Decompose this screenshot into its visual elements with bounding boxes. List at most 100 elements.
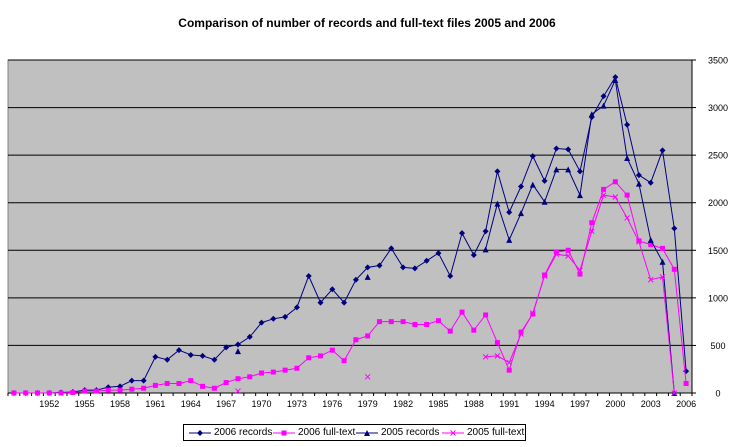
data-point (529, 181, 536, 188)
data-point (11, 390, 17, 396)
data-point (671, 266, 677, 272)
gridlines (8, 59, 692, 346)
data-point (600, 192, 607, 198)
data-point (482, 353, 489, 360)
y-tick-label: 2000 (708, 198, 728, 208)
data-point (459, 230, 466, 237)
x-tick-label: 1964 (181, 399, 201, 409)
data-point (223, 380, 229, 386)
series-2006-full-text (11, 179, 689, 396)
data-point (612, 194, 619, 200)
data-point (647, 276, 654, 283)
data-point (600, 93, 607, 100)
legend-label: 2005 full-text (467, 427, 525, 438)
triangle-marker-icon (356, 430, 378, 436)
data-point (70, 390, 76, 396)
x-tick-label: 1967 (216, 399, 236, 409)
data-point (565, 166, 572, 173)
data-point (352, 276, 359, 283)
data-point (529, 153, 536, 160)
data-point (246, 333, 253, 340)
y-tick-label: 1500 (708, 246, 728, 256)
data-point (164, 356, 171, 363)
data-point (235, 376, 241, 382)
data-point (447, 328, 453, 334)
tick-labels: 0 500 1000 1500 2000 2500 3000 3500 1952 1955 1958… (39, 56, 728, 410)
data-point (435, 250, 442, 257)
y-tick-label: 0 (715, 389, 720, 399)
data-point (553, 145, 560, 152)
data-point (376, 319, 382, 325)
data-point (565, 247, 571, 253)
data-point (270, 369, 276, 375)
data-point (128, 377, 135, 384)
data-point (129, 386, 135, 392)
data-point (482, 246, 489, 253)
data-point (553, 166, 560, 173)
data-point (176, 347, 182, 354)
data-point (588, 228, 595, 235)
data-point (482, 228, 489, 235)
data-point (400, 319, 406, 325)
series-line (13, 75, 687, 394)
x-tick-label: 1961 (145, 399, 165, 409)
data-point (577, 267, 583, 274)
data-point (624, 121, 631, 128)
x-tick-label: 1952 (39, 399, 59, 409)
data-point (234, 341, 241, 348)
y-tick-label: 1000 (708, 293, 728, 303)
x-tick-label: 1970 (252, 399, 272, 409)
data-point (494, 168, 501, 175)
x-tick-label: 1988 (464, 399, 484, 409)
legend-label: 2005 records (381, 427, 440, 438)
data-point (259, 370, 265, 376)
data-point (46, 390, 52, 396)
data-point (601, 186, 607, 192)
data-point (588, 111, 595, 118)
data-point (235, 388, 241, 394)
data-point (506, 209, 513, 216)
data-point (518, 183, 524, 190)
x-tick-label: 1973 (287, 399, 307, 409)
series-layer (10, 74, 690, 396)
y-tick-label: 500 (710, 341, 725, 351)
data-point (671, 225, 678, 232)
series-2006-records (10, 74, 690, 396)
data-point (152, 353, 159, 360)
data-point (683, 380, 689, 386)
data-point (447, 272, 454, 279)
x-tick-label: 1979 (358, 399, 378, 409)
data-point (141, 385, 147, 391)
y-tick-label: 3000 (708, 103, 728, 113)
data-point (471, 327, 477, 333)
diamond-marker-icon (189, 430, 211, 436)
data-point (659, 147, 666, 154)
data-point (152, 382, 158, 388)
data-point (376, 262, 383, 269)
data-point (565, 146, 572, 153)
square-marker-icon (273, 430, 295, 436)
data-point (494, 353, 501, 359)
data-point (188, 378, 194, 384)
data-point (282, 313, 289, 320)
legend-label: 2006 full-text (298, 427, 356, 438)
series-2005-records (234, 76, 678, 396)
data-point (388, 245, 395, 252)
data-point (341, 358, 347, 364)
data-point (329, 347, 335, 353)
data-point (541, 177, 548, 184)
data-point (671, 390, 678, 396)
data-point (58, 390, 64, 396)
x-tick-label: 1997 (570, 399, 590, 409)
data-point (293, 304, 300, 311)
data-point (459, 309, 465, 315)
data-point (506, 367, 512, 373)
data-point (176, 380, 182, 386)
data-point (341, 299, 348, 306)
data-point (647, 179, 654, 186)
chart-title: Comparison of number of records and full… (178, 16, 556, 30)
series-2005-full-text (235, 192, 678, 396)
data-point (494, 340, 500, 346)
data-point (659, 274, 666, 280)
